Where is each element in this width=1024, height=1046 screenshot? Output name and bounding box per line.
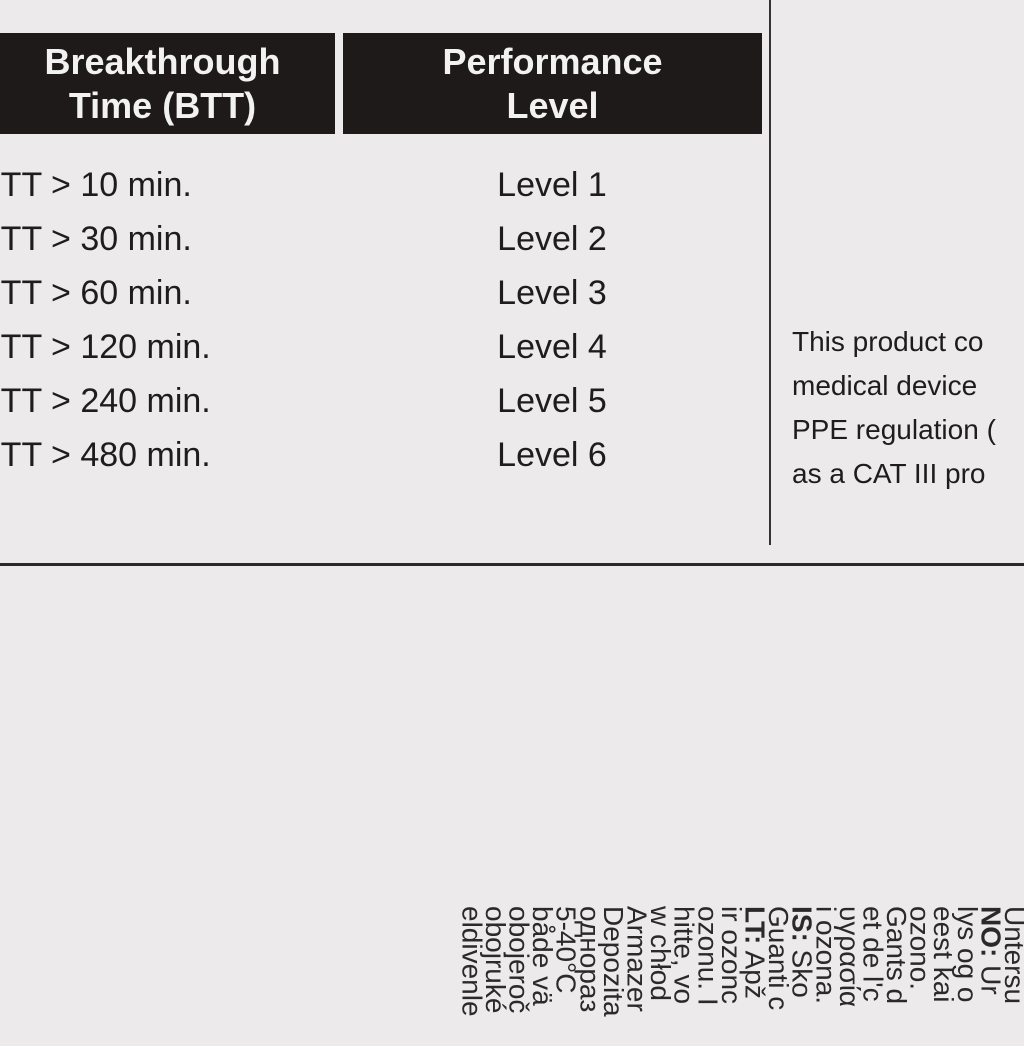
multilingual-line: NO: Ur: [975, 906, 1007, 995]
multilingual-line: Guanti c: [763, 906, 795, 1011]
multilingual-text: Untersu NO: Ur lys og o eest kai ozono. Gants…: [460, 906, 1024, 1046]
multilingual-line: ozonu. I: [692, 906, 724, 1006]
multilingual-line: obojeroč: [503, 906, 535, 1014]
table-header-btt: Breakthrough Time (BTT): [0, 33, 335, 134]
level-cell: Level 5: [497, 382, 607, 420]
note-line: This product co: [792, 326, 984, 357]
multilingual-line: obojruké: [479, 906, 511, 1014]
header-line: Level: [506, 84, 599, 126]
multilingual-line: i ozona.: [810, 906, 842, 1005]
multilingual-line: hitte, vo: [668, 906, 700, 1005]
multilingual-line: ozono.: [904, 906, 936, 991]
language-code: NO:: [975, 906, 1007, 958]
level-cell: Level 2: [497, 220, 607, 258]
multilingual-line: υγρασία: [833, 906, 865, 1008]
level-cell: Level 6: [497, 436, 607, 474]
multilingual-line: både vä: [527, 906, 559, 1006]
multilingual-line: LT: Apž: [739, 906, 771, 999]
btt-cell: BTT > 480 min.: [0, 436, 211, 474]
header-line: Time (BTT): [68, 84, 257, 126]
table-header-level: Performance Level: [343, 33, 762, 134]
multilingual-line: eldivenle: [459, 906, 488, 1017]
multilingual-line: Gants d: [881, 906, 913, 1005]
multilingual-line: 5-40°C: [550, 906, 582, 994]
multilingual-line: Untersu: [999, 906, 1024, 1005]
language-code: IS:: [786, 906, 818, 942]
multilingual-line: IS: Sko: [786, 906, 818, 998]
level-cell: Level 3: [497, 274, 607, 312]
multilingual-line: Depozita: [597, 906, 629, 1017]
btt-cell: BTT > 240 min.: [0, 382, 211, 420]
btt-cell: BTT > 60 min.: [0, 274, 192, 312]
note-line: as a CAT III pro: [792, 458, 986, 489]
regulation-note: This product co medical device PPE regul…: [792, 320, 996, 496]
language-code: LT:: [739, 906, 771, 945]
multilingual-line: ir ozonc: [715, 906, 747, 1005]
multilingual-line: et de l'c: [857, 906, 889, 1002]
multilingual-line: Armazer: [621, 906, 653, 1012]
multilingual-line: одноpaз: [574, 906, 606, 1013]
multilingual-line: lys og o: [951, 906, 983, 1003]
level-cell: Level 1: [497, 166, 607, 204]
header-line: Breakthrough: [44, 40, 281, 82]
multilingual-line: eest kai: [928, 906, 960, 1003]
multilingual-line: w chłod: [645, 906, 677, 1001]
note-line: PPE regulation (: [792, 414, 996, 445]
column-divider: [769, 0, 771, 545]
section-divider: [0, 563, 1024, 566]
btt-cell: BTT > 120 min.: [0, 328, 211, 366]
level-cell: Level 4: [497, 328, 607, 366]
header-line: Performance: [442, 40, 663, 82]
note-line: medical device: [792, 370, 978, 401]
btt-cell: BTT > 30 min.: [0, 220, 192, 258]
btt-cell: BTT > 10 min.: [0, 166, 192, 204]
